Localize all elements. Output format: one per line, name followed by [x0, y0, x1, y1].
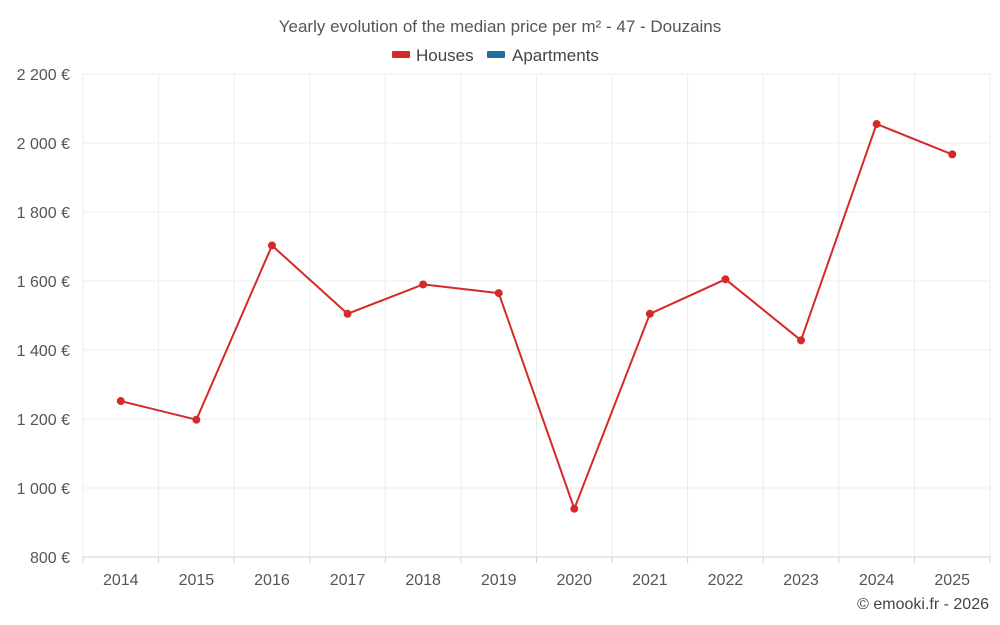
y-tick-label: 1 600 €	[17, 274, 70, 291]
credit-text: © emooki.fr - 2026	[857, 596, 989, 613]
x-tick-label: 2017	[330, 572, 366, 589]
data-point-houses-2014[interactable]	[116, 397, 125, 406]
x-tick-label: 2018	[405, 572, 441, 589]
legend-swatch-houses	[392, 51, 410, 58]
x-tick-label: 2021	[632, 572, 668, 589]
data-point-houses-2016[interactable]	[267, 241, 276, 250]
y-tick-label: 1 200 €	[17, 412, 70, 429]
y-tick-label: 2 000 €	[17, 136, 70, 153]
data-point-houses-2024[interactable]	[872, 120, 881, 129]
chart-title: Yearly evolution of the median price per…	[279, 17, 722, 36]
x-tick-label: 2016	[254, 572, 290, 589]
data-point-houses-2025[interactable]	[948, 150, 957, 159]
data-point-houses-2015[interactable]	[192, 415, 201, 424]
x-tick-label: 2022	[708, 572, 744, 589]
x-tick-label: 2015	[179, 572, 215, 589]
x-tick-label: 2025	[934, 572, 970, 589]
data-point-houses-2023[interactable]	[797, 336, 806, 345]
x-tick-label: 2019	[481, 572, 517, 589]
x-tick-label: 2020	[556, 572, 592, 589]
x-tick-label: 2024	[859, 572, 895, 589]
series-houses	[116, 120, 957, 513]
y-tick-label: 1 800 €	[17, 205, 70, 222]
legend-label-apartments: Apartments	[512, 46, 599, 65]
data-point-houses-2018[interactable]	[419, 280, 428, 289]
data-point-houses-2019[interactable]	[494, 289, 503, 298]
legend-item-apartments[interactable]: Apartments	[487, 46, 599, 65]
legend-label-houses: Houses	[416, 46, 474, 65]
x-axis-ticks: 2014 2015 2016 2017 2018 2019 2020 2021 2022 2023…	[103, 572, 970, 589]
y-tick-label: 1 400 €	[17, 343, 70, 360]
data-point-houses-2020[interactable]	[570, 504, 579, 513]
legend-swatch-apartments	[487, 51, 505, 58]
data-point-houses-2017[interactable]	[343, 309, 352, 318]
x-tick-label: 2023	[783, 572, 819, 589]
y-tick-label: 1 000 €	[17, 481, 70, 498]
legend: Houses Apartments	[392, 46, 599, 65]
data-point-houses-2021[interactable]	[645, 309, 654, 318]
x-tick-label: 2014	[103, 572, 139, 589]
y-tick-label: 2 200 €	[17, 67, 70, 84]
y-axis-ticks: 800 € 1 000 € 1 200 € 1 400 € 1 600 € 1 800 €…	[17, 67, 70, 567]
data-point-houses-2022[interactable]	[721, 275, 730, 284]
grid	[82, 73, 991, 563]
y-tick-label: 800 €	[30, 550, 70, 567]
series-line-houses	[120, 123, 953, 510]
legend-item-houses[interactable]: Houses	[392, 46, 474, 65]
